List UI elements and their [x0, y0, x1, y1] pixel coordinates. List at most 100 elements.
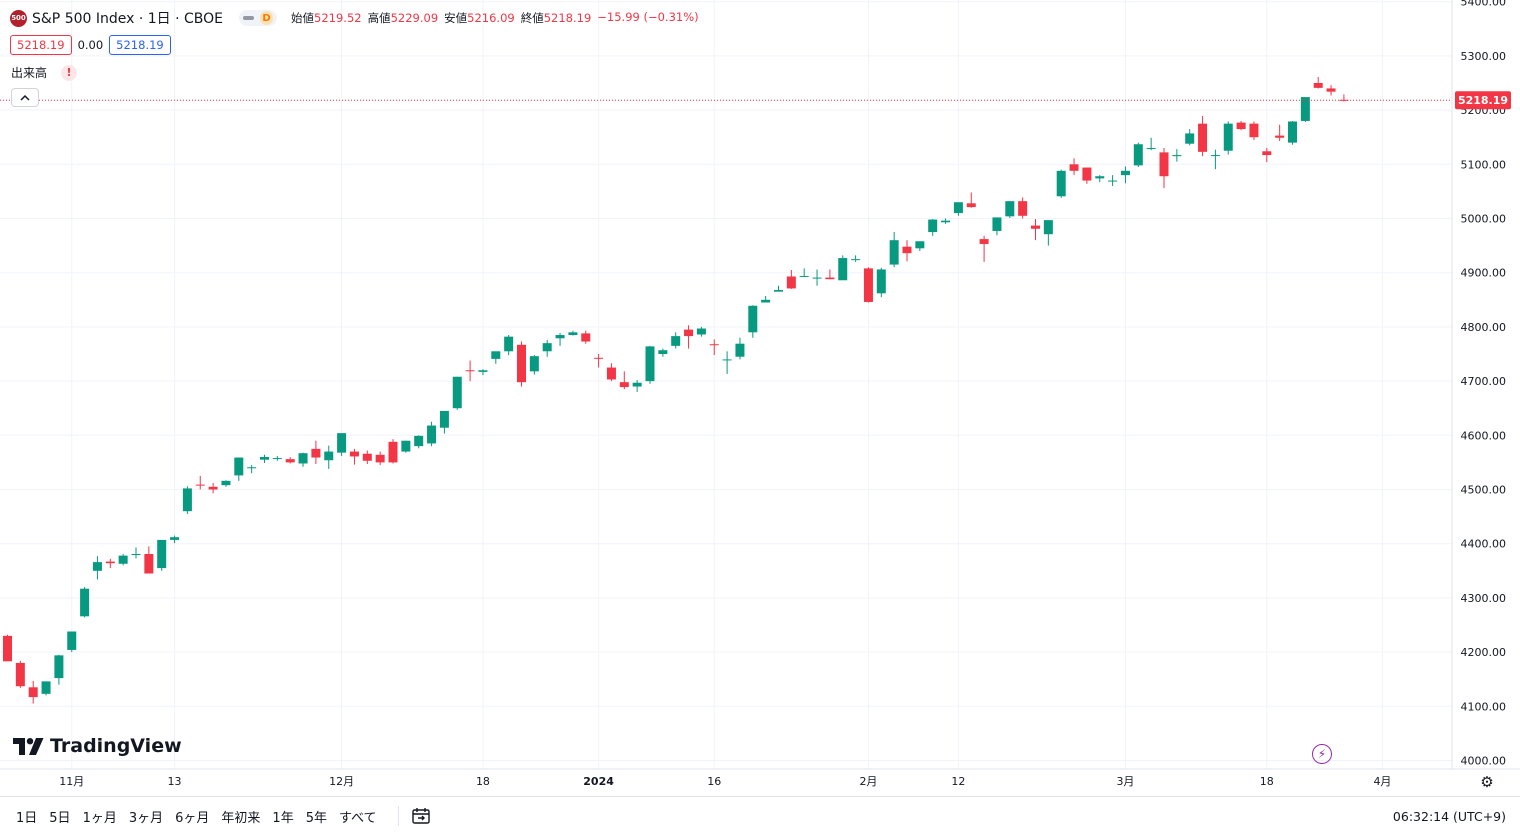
- candle: [1300, 97, 1310, 123]
- calendar-range-icon[interactable]: [410, 806, 432, 826]
- range-1y[interactable]: 1年: [272, 810, 294, 826]
- candle-body: [1018, 201, 1028, 216]
- range-3m[interactable]: 3ヶ月: [128, 810, 164, 826]
- candle: [774, 285, 783, 292]
- candle: [118, 553, 128, 566]
- candle-body: [28, 687, 38, 698]
- candle-body: [1069, 164, 1079, 171]
- candle-body: [349, 451, 359, 457]
- candle: [979, 235, 989, 262]
- close-value: 5218.19: [543, 11, 592, 25]
- candle-body: [414, 435, 424, 447]
- range-all[interactable]: すべて: [338, 810, 377, 826]
- volume-indicator[interactable]: 出来高 !: [11, 64, 78, 81]
- candle-body: [324, 451, 334, 461]
- candle-body: [1339, 99, 1349, 101]
- price-tick-label: 4400.00: [1461, 538, 1507, 551]
- candle: [1005, 201, 1015, 218]
- candle-body: [1210, 155, 1220, 157]
- candle-body: [1056, 170, 1066, 197]
- candle-body: [786, 276, 796, 289]
- candle: [401, 440, 411, 453]
- candle: [298, 452, 308, 467]
- candlestick-series: [3, 77, 1349, 704]
- candle-body: [799, 275, 809, 277]
- settings-icon[interactable]: ⚙: [1480, 773, 1494, 791]
- candle: [1288, 120, 1297, 145]
- candle: [234, 457, 244, 481]
- range-1m[interactable]: 1ヶ月: [82, 810, 117, 826]
- candle-body: [1249, 123, 1259, 138]
- candle-body: [80, 588, 90, 617]
- change-value: −15.99 (−0.31%): [597, 10, 699, 24]
- candle-body: [568, 332, 578, 336]
- price-tick-label: 4100.00: [1461, 700, 1507, 713]
- candle-body: [491, 351, 501, 359]
- range-6m[interactable]: 6ヶ月: [175, 810, 210, 826]
- toolbar-divider: [398, 806, 399, 826]
- buy-price-button[interactable]: 5218.19: [109, 35, 171, 55]
- candle: [953, 202, 963, 216]
- chart-grid: [0, 0, 1452, 769]
- time-tick-label: 18: [476, 775, 490, 788]
- sell-price-button[interactable]: 5218.19: [10, 35, 72, 55]
- candle: [1095, 175, 1105, 183]
- clock-timezone[interactable]: 06:32:14 (UTC+9): [1392, 808, 1506, 824]
- price-axis[interactable]: 4000.00 4100.00 4200.00 4300.00 4400.00 4500.…: [0, 0, 1511, 769]
- candle: [851, 255, 861, 262]
- candle-body: [1288, 121, 1297, 143]
- candle-body: [157, 539, 167, 569]
- range-ytd[interactable]: 年初来: [221, 810, 261, 826]
- symbol-title[interactable]: S&P 500 Index · 1日 · CBOE: [32, 11, 224, 27]
- candle: [28, 680, 38, 704]
- time-tick-label: 2月: [859, 775, 877, 788]
- range-1d[interactable]: 1日: [16, 810, 38, 826]
- candle-body: [671, 336, 681, 346]
- price-tick-label: 5400.00: [1461, 0, 1507, 9]
- candle-body: [234, 457, 244, 476]
- candle-body: [54, 655, 64, 679]
- low-value: 5216.09: [467, 11, 515, 25]
- candle: [3, 634, 12, 662]
- candle: [1236, 120, 1246, 131]
- time-tick-label: 12月: [329, 775, 354, 788]
- market-status-pill[interactable]: D: [239, 10, 278, 26]
- lightning-icon[interactable]: ⚡: [1312, 744, 1332, 764]
- candle: [915, 241, 925, 252]
- candle: [658, 348, 668, 357]
- time-axis[interactable]: 11月 13 12月 18 2024 16 2月 12 3月 18 4月: [0, 768, 1520, 788]
- candle-body: [735, 343, 745, 357]
- price-tick-label: 4300.00: [1461, 592, 1507, 605]
- candle-body: [953, 202, 963, 214]
- warning-icon[interactable]: !: [61, 64, 78, 81]
- candle-body: [1262, 151, 1272, 156]
- candle-body: [452, 376, 462, 409]
- range-5y[interactable]: 5年: [305, 810, 327, 826]
- candle: [1223, 121, 1233, 155]
- candle-body: [144, 553, 154, 574]
- open-value: 5219.52: [314, 11, 362, 25]
- candle: [1056, 169, 1066, 198]
- candle: [966, 192, 976, 208]
- candle-body: [1159, 152, 1169, 177]
- candle: [157, 539, 167, 571]
- tradingview-logo[interactable]: TradingView: [13, 735, 182, 757]
- candle: [1210, 149, 1220, 170]
- candle-body: [1133, 144, 1143, 166]
- price-tick-label: 4700.00: [1461, 375, 1507, 388]
- ohlc-values: 始値5219.52 高値5229.09 安値5216.09 終値5218.19 …: [291, 10, 699, 26]
- collapse-legend-button[interactable]: [11, 88, 39, 107]
- candle: [375, 451, 385, 466]
- price-tick-label: 4600.00: [1461, 429, 1507, 442]
- volume-label: 出来高: [11, 66, 48, 80]
- candle: [1031, 219, 1040, 241]
- candle: [452, 376, 462, 410]
- trade-prices: 5218.19 0.00 5218.19: [10, 35, 171, 55]
- candle-body: [221, 480, 231, 486]
- price-chart[interactable]: 4000.00 4100.00 4200.00 4300.00 4400.00 4500.…: [0, 0, 1520, 796]
- range-5d[interactable]: 5日: [49, 810, 71, 826]
- candle: [1108, 175, 1118, 186]
- candle: [529, 355, 539, 375]
- symbol-legend[interactable]: 500 S&P 500 Index · 1日 · CBOE D 始値5219.5…: [10, 7, 699, 29]
- candle-body: [1198, 123, 1208, 152]
